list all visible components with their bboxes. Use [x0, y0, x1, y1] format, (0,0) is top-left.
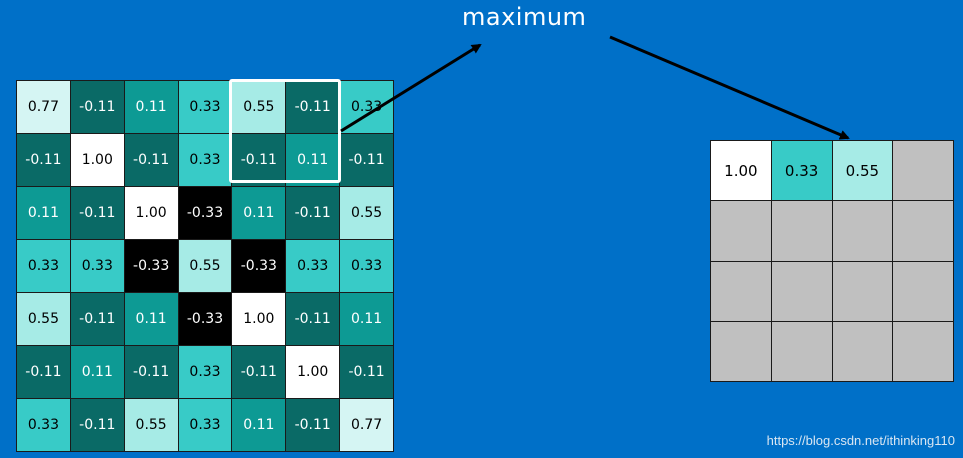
input-feature-map: 0.77 -0.11 0.11 0.33 0.55 -0.11 0.33 -0.11 1.00-… — [16, 80, 394, 452]
grid-cell: 0.33 — [286, 240, 340, 292]
grid-cell: 0.33 — [17, 399, 70, 451]
grid-cell — [711, 261, 771, 321]
grid-cell: 0.33 — [17, 240, 70, 292]
grid-cell: 0.11 — [124, 81, 178, 133]
grid-cell — [893, 201, 953, 261]
grid-cell: -0.11 — [70, 399, 124, 451]
grid-cell: -0.11 — [124, 346, 178, 398]
grid-cell: -0.33 — [232, 240, 286, 292]
grid-cell: 0.11 — [286, 134, 340, 186]
grid-cell: 1.00 — [711, 141, 771, 201]
grid-cell: -0.11 — [286, 293, 340, 345]
watermark-text: https://blog.csdn.net/ithinking110 — [766, 433, 955, 448]
grid-cell: 0.55 — [340, 187, 393, 239]
grid-cell: 0.33 — [771, 141, 832, 201]
grid-cell: 1.00 — [70, 134, 124, 186]
grid-cell: -0.11 — [70, 187, 124, 239]
grid-cell: -0.11 — [70, 81, 124, 133]
grid-cell: 0.11 — [340, 293, 393, 345]
grid-cell: -0.11 — [286, 399, 340, 451]
grid-cell: 1.00 — [232, 293, 286, 345]
grid-cell: 0.77 — [340, 399, 393, 451]
grid-cell: 0.55 — [232, 81, 286, 133]
pooling-window-highlight — [229, 79, 341, 183]
grid-cell: 0.55 — [124, 399, 178, 451]
grid-cell: 0.55 — [832, 141, 893, 201]
grid-cell: 1.00 — [286, 346, 340, 398]
grid-cell: -0.11 — [340, 346, 393, 398]
grid-cell: 0.33 — [178, 399, 232, 451]
grid-cell — [893, 321, 953, 381]
grid-cell: 0.55 — [178, 240, 232, 292]
grid-cell: -0.11 — [232, 134, 286, 186]
grid-cell: 0.33 — [178, 346, 232, 398]
maximum-label: maximum — [462, 3, 587, 31]
grid-cell — [711, 321, 771, 381]
grid-cell: -0.11 — [124, 134, 178, 186]
grid-cell: 0.55 — [17, 293, 70, 345]
grid-cell: -0.11 — [286, 187, 340, 239]
grid-cell: -0.11 — [17, 134, 70, 186]
grid-cell: 0.33 — [340, 240, 393, 292]
grid-cell: -0.33 — [124, 240, 178, 292]
grid-cell: 0.11 — [124, 293, 178, 345]
grid-cell: 0.11 — [232, 187, 286, 239]
grid-cell: -0.11 — [70, 293, 124, 345]
grid-cell: -0.11 — [232, 346, 286, 398]
grid-cell: 0.33 — [70, 240, 124, 292]
grid-cell — [771, 201, 832, 261]
grid-cell: 0.11 — [232, 399, 286, 451]
grid-cell: 0.11 — [17, 187, 70, 239]
grid-cell: -0.33 — [178, 293, 232, 345]
grid-cell — [832, 201, 893, 261]
grid-cell: 0.33 — [178, 134, 232, 186]
arrow-to-output — [609, 35, 850, 140]
grid-cell — [893, 261, 953, 321]
grid-cell: -0.11 — [17, 346, 70, 398]
grid-cell: 0.77 — [17, 81, 70, 133]
grid-cell: 0.11 — [70, 346, 124, 398]
grid-cell: 0.33 — [178, 81, 232, 133]
grid-cell — [711, 201, 771, 261]
grid-cell — [771, 261, 832, 321]
grid-cell — [832, 321, 893, 381]
grid-cell — [893, 141, 953, 201]
arrow-to-maximum — [340, 43, 482, 133]
pooled-output-map: 1.00 0.33 0.55 — [710, 140, 954, 382]
grid-cell — [771, 321, 832, 381]
grid-cell: -0.11 — [340, 134, 393, 186]
grid-cell: -0.11 — [286, 81, 340, 133]
grid-cell: 0.33 — [340, 81, 393, 133]
grid-cell: 1.00 — [124, 187, 178, 239]
grid-cell — [832, 261, 893, 321]
grid-cell: -0.33 — [178, 187, 232, 239]
